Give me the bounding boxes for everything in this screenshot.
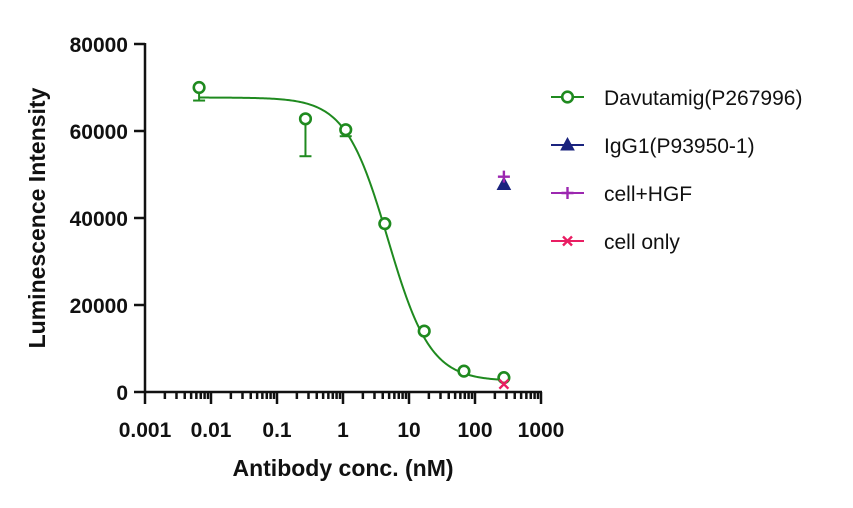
data-point [417, 324, 431, 338]
data-point [496, 176, 512, 191]
plot-area [192, 80, 512, 390]
legend-marker [562, 235, 573, 247]
legend-marker [560, 90, 575, 104]
legend-label: IgG1(P93950-1) [604, 135, 755, 158]
legend-label: Davutamig(P267996) [604, 87, 802, 110]
legend-item: cell only [551, 231, 680, 254]
series-3 [497, 170, 510, 183]
x-tick-label: 1 [337, 419, 349, 442]
x-tick-label: 0.01 [191, 419, 232, 442]
legend-item: Davutamig(P267996) [551, 87, 802, 110]
legend: Davutamig(P267996) IgG1(P93950-1) cell+HGF… [551, 87, 802, 254]
data-point [457, 364, 471, 378]
data-point [192, 80, 206, 95]
x-axis-title: Antibody conc. (nM) [232, 455, 453, 481]
x-tick-label: 10 [397, 419, 420, 442]
data-point [497, 170, 510, 183]
x-tick-label: 100 [457, 419, 492, 442]
legend-item: IgG1(P93950-1) [551, 135, 755, 158]
legend-marker [560, 136, 575, 151]
data-point [498, 378, 510, 390]
x-tick-label: 1000 [518, 419, 565, 442]
data-point [298, 112, 313, 126]
data-point [378, 217, 392, 231]
data-point [339, 123, 353, 137]
y-tick-label: 0 [116, 382, 128, 405]
series-1 [192, 80, 511, 385]
legend-label: cell+HGF [604, 183, 692, 206]
y-tick-label: 60000 [70, 121, 128, 144]
x-tick-label: 0.1 [262, 419, 292, 442]
legend-marker [561, 187, 574, 199]
y-tick-label: 20000 [70, 295, 128, 318]
series-2 [496, 176, 512, 191]
axes: 0 20000 40000 60000 80000 0.001 0.01 0.1 1 10 100 1… [70, 34, 565, 442]
legend-item: cell+HGF [551, 183, 692, 206]
fit-curve [199, 96, 504, 381]
y-axis-title: Luminescence Intensity [24, 87, 50, 348]
legend-label: cell only [604, 231, 680, 254]
series-4 [498, 378, 510, 390]
y-tick-label: 80000 [70, 34, 128, 57]
y-tick-label: 40000 [70, 208, 128, 231]
x-tick-label: 0.001 [119, 419, 172, 442]
